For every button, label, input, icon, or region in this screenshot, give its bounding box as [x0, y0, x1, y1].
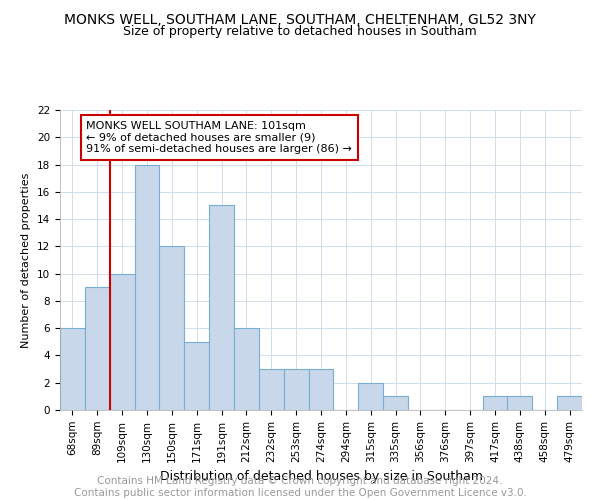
- Bar: [308, 369, 334, 410]
- Bar: [557, 396, 582, 410]
- Text: MONKS WELL SOUTHAM LANE: 101sqm
← 9% of detached houses are smaller (9)
91% of s: MONKS WELL SOUTHAM LANE: 101sqm ← 9% of …: [86, 121, 352, 154]
- Bar: [85, 288, 110, 410]
- Bar: [110, 274, 134, 410]
- X-axis label: Distribution of detached houses by size in Southam: Distribution of detached houses by size …: [160, 470, 482, 483]
- Bar: [259, 369, 284, 410]
- Bar: [234, 328, 259, 410]
- Bar: [482, 396, 508, 410]
- Y-axis label: Number of detached properties: Number of detached properties: [22, 172, 31, 348]
- Bar: [209, 206, 234, 410]
- Text: Size of property relative to detached houses in Southam: Size of property relative to detached ho…: [123, 25, 477, 38]
- Bar: [284, 369, 308, 410]
- Bar: [184, 342, 209, 410]
- Bar: [160, 246, 184, 410]
- Bar: [508, 396, 532, 410]
- Text: Contains HM Land Registry data © Crown copyright and database right 2024.
Contai: Contains HM Land Registry data © Crown c…: [74, 476, 526, 498]
- Text: MONKS WELL, SOUTHAM LANE, SOUTHAM, CHELTENHAM, GL52 3NY: MONKS WELL, SOUTHAM LANE, SOUTHAM, CHELT…: [64, 12, 536, 26]
- Bar: [134, 164, 160, 410]
- Bar: [358, 382, 383, 410]
- Bar: [383, 396, 408, 410]
- Bar: [60, 328, 85, 410]
